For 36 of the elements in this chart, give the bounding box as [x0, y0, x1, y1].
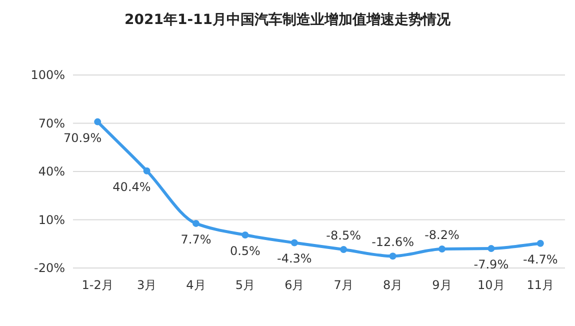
data-label: 40.4% — [112, 180, 151, 194]
data-label: -4.7% — [522, 252, 558, 266]
x-tick-label: 3月 — [136, 278, 157, 292]
point — [340, 246, 348, 254]
x-tick-label: 9月 — [432, 278, 452, 292]
x-tick-label: 7月 — [334, 278, 354, 292]
y-tick-label: 100% — [30, 68, 65, 82]
point — [536, 240, 544, 247]
point — [290, 239, 298, 246]
x-tick-label: 11月 — [526, 278, 554, 292]
data-label: 7.7% — [180, 232, 212, 246]
x-tick-label: 10月 — [478, 278, 505, 292]
point — [438, 246, 446, 253]
point — [488, 245, 495, 252]
y-tick-label: 10% — [38, 212, 65, 227]
data-label: 0.5% — [230, 244, 260, 258]
point — [143, 167, 150, 174]
data-label: -8.2% — [424, 228, 460, 242]
x-tick-label: 5月 — [235, 278, 256, 292]
y-tick-label: 40% — [38, 164, 65, 178]
point — [389, 252, 396, 260]
y-tick-label: 70% — [38, 116, 65, 130]
point — [192, 220, 200, 227]
data-label: 70.9% — [63, 130, 102, 145]
x-tick-label: 4月 — [186, 278, 206, 292]
x-tick-label: 6月 — [284, 278, 304, 292]
y-tick-label: -20% — [34, 261, 65, 275]
x-tick-label: 1-2月 — [82, 278, 114, 292]
chart-title: 2021年1-11月中国汽车制造业增加值增速走势情况 — [124, 11, 452, 28]
point — [242, 232, 249, 239]
data-label: -12.6% — [372, 235, 414, 250]
data-label: -4.3% — [276, 252, 312, 266]
data-label: -7.9% — [474, 258, 509, 272]
x-tick-label: 8月 — [382, 278, 403, 292]
data-label: -8.5% — [326, 228, 362, 243]
point — [94, 118, 102, 126]
